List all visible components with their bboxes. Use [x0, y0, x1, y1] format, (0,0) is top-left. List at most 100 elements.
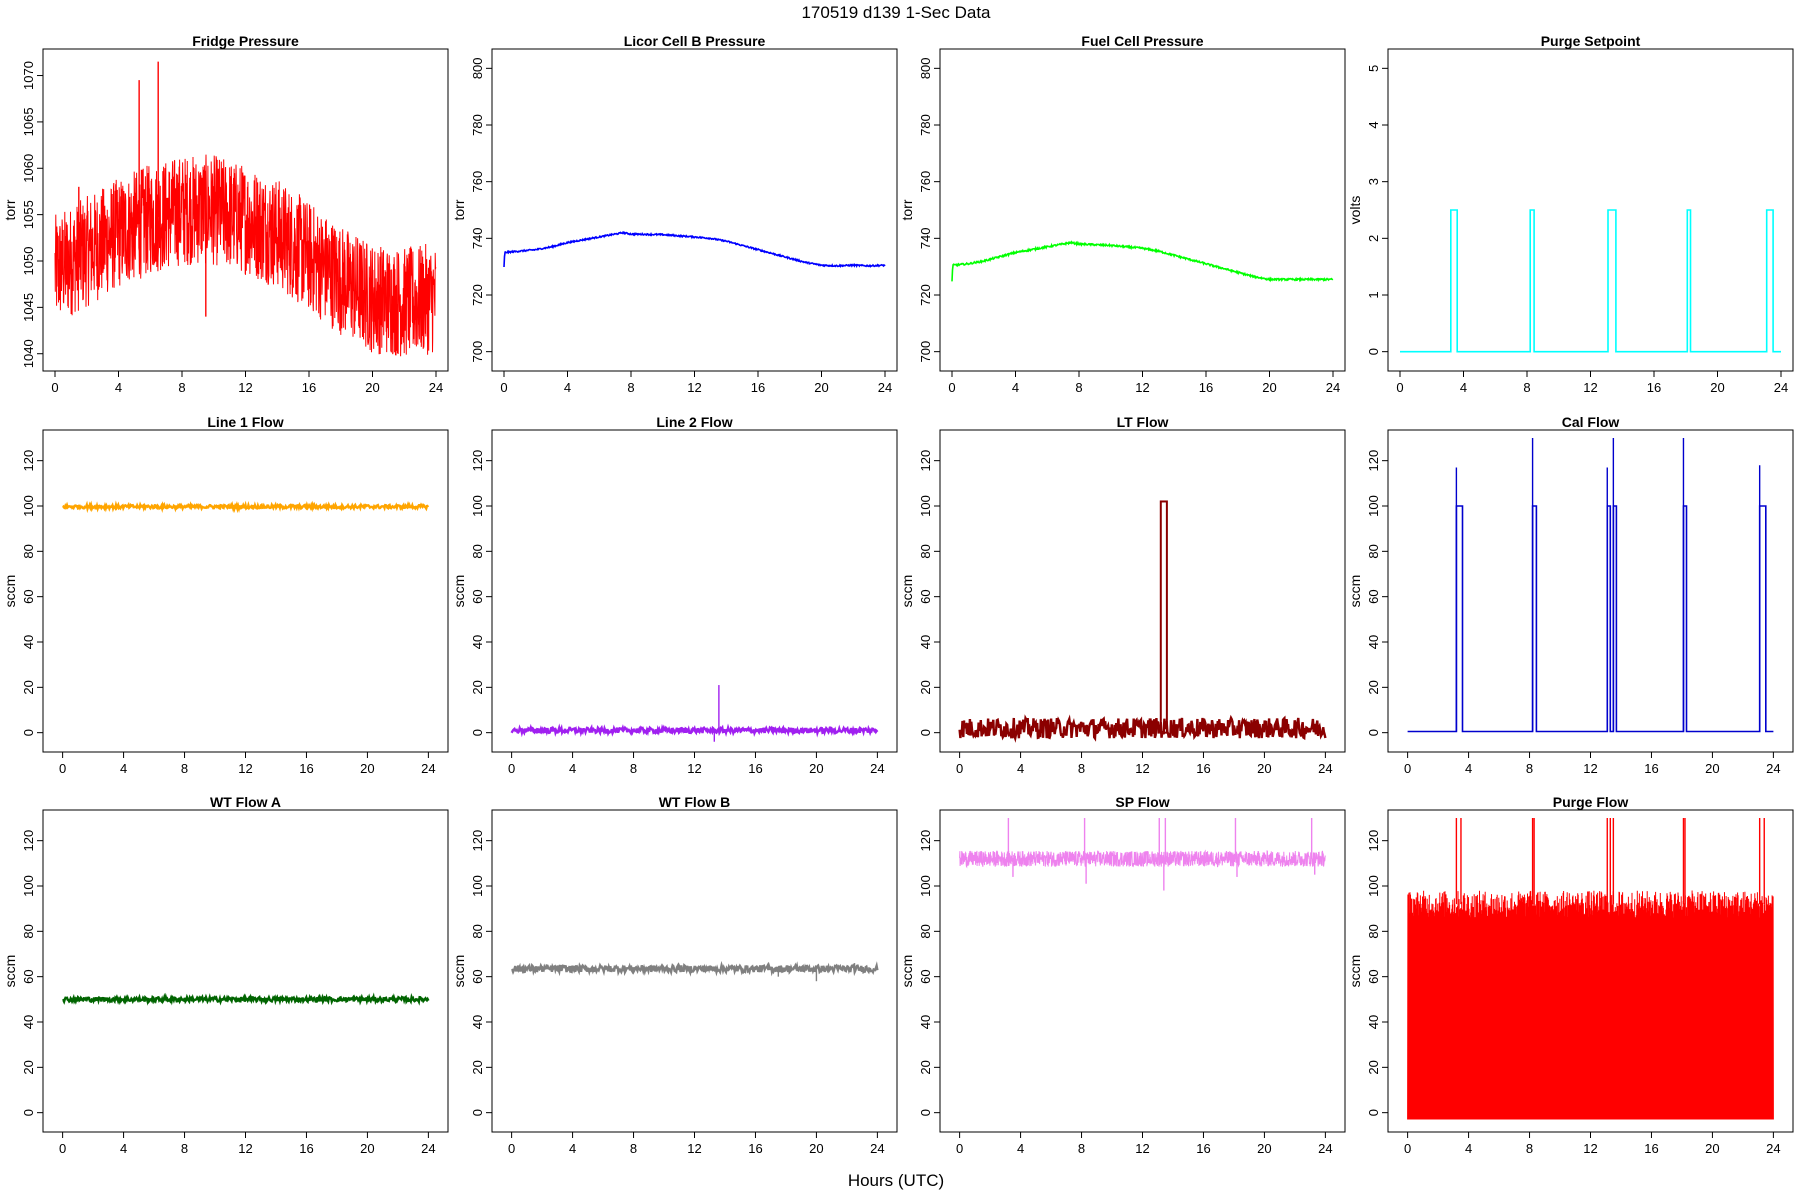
x-tick-label: 16 [1199, 380, 1213, 395]
panel-2: Fuel Cell Pressure torr 700 720 740 760 780 800… [899, 33, 1346, 395]
x-tick-label: 4 [1465, 761, 1472, 776]
x-tick-label: 12 [687, 380, 701, 395]
series-trace [510, 723, 879, 738]
y-tick-label: 100 [21, 875, 36, 897]
series-pulses [1400, 209, 1781, 353]
y-tick-label: 60 [21, 589, 36, 603]
y-tick-label: 120 [21, 450, 36, 472]
panel-frame [939, 429, 1346, 753]
x-tick-label: 16 [1196, 761, 1210, 776]
x-tick-label: 12 [238, 761, 252, 776]
y-tick-label: 80 [21, 924, 36, 938]
panel-title: WT Flow B [659, 794, 731, 810]
y-tick-label: 0 [1366, 1109, 1381, 1116]
series-group [959, 818, 1326, 891]
panel-title: Line 2 Flow [656, 414, 732, 430]
y-tick-label: 60 [470, 969, 485, 983]
y-tick-label: 1065 [21, 107, 36, 136]
y-tick-label: 120 [1366, 450, 1381, 472]
y-tick-label: 740 [918, 227, 933, 249]
y-tick-label: 740 [470, 227, 485, 249]
y-tick-label: 780 [470, 114, 485, 136]
x-tick-label: 24 [1318, 1141, 1332, 1156]
x-tick-label: 4 [1465, 1141, 1472, 1156]
panel-4: Line 1 Flow sccm 0 20 40 60 80 100 120 0 4 8 12 16 20 2… [2, 414, 449, 776]
y-tick-label: 0 [470, 1109, 485, 1116]
y-tick-label: 0 [918, 729, 933, 736]
x-tick-label: 20 [365, 380, 379, 395]
y-tick-label: 20 [21, 680, 36, 694]
x-tick-label: 0 [1404, 1141, 1411, 1156]
y-tick-label: 40 [918, 1015, 933, 1029]
series-line [503, 230, 886, 269]
x-tick-label: 16 [751, 380, 765, 395]
x-tick-label: 0 [1404, 761, 1411, 776]
y-tick-label: 60 [470, 589, 485, 603]
y-tick-label: 0 [918, 1109, 933, 1116]
x-tick-label: 12 [687, 761, 701, 776]
y-tick-label: 1045 [21, 293, 36, 322]
panel-title: Purge Setpoint [1541, 33, 1641, 49]
panel-title: Line 1 Flow [207, 414, 283, 430]
x-tick-label: 4 [569, 761, 576, 776]
series-trace [958, 714, 1327, 743]
y-tick-label: 60 [1366, 969, 1381, 983]
panel-frame [491, 809, 898, 1133]
y-tick-label: 120 [918, 830, 933, 852]
x-tick-label: 0 [59, 761, 66, 776]
y-tick-label: 120 [470, 450, 485, 472]
x-tick-label: 16 [299, 761, 313, 776]
panel-frame [42, 429, 449, 753]
x-tick-label: 12 [1583, 761, 1597, 776]
x-tick-label: 20 [1705, 1141, 1719, 1156]
x-tick-label: 8 [181, 761, 188, 776]
series-line [951, 240, 1334, 283]
y-tick-label: 1 [1366, 291, 1381, 298]
y-tick-label: 60 [21, 969, 36, 983]
x-tick-label: 8 [1075, 380, 1082, 395]
panel-frame [1387, 429, 1794, 753]
y-tick-label: 20 [470, 680, 485, 694]
x-tick-label: 20 [360, 1141, 374, 1156]
x-tick-label: 8 [1526, 761, 1533, 776]
x-tick-label: 24 [870, 1141, 884, 1156]
y-tick-label: 0 [21, 1109, 36, 1116]
panel-ylabel: torr [451, 199, 467, 220]
panels: Fridge Pressuretorr104010451050105510601… [2, 33, 1794, 1156]
y-tick-label: 40 [470, 1015, 485, 1029]
series-trace [959, 849, 1326, 869]
x-tick-label: 12 [238, 1141, 252, 1156]
series-trace [62, 500, 430, 514]
x-tick-label: 20 [809, 761, 823, 776]
x-tick-label: 12 [1135, 761, 1149, 776]
y-tick-label: 40 [1366, 1015, 1381, 1029]
x-tick-label: 24 [878, 380, 892, 395]
panel-title: Cal Flow [1562, 414, 1620, 430]
y-tick-label: 100 [918, 495, 933, 517]
panel-8: WT Flow A sccm 0 20 40 60 80 100 120 0 4 8 12 16 20 24 [2, 794, 449, 1156]
x-tick-label: 24 [421, 761, 435, 776]
y-tick-label: 100 [21, 495, 36, 517]
y-tick-label: 20 [1366, 680, 1381, 694]
x-tick-label: 12 [1583, 380, 1597, 395]
series-group [510, 685, 879, 742]
y-tick-label: 760 [918, 171, 933, 193]
x-tick-label: 0 [500, 380, 507, 395]
x-tick-label: 0 [51, 380, 58, 395]
y-tick-label: 80 [470, 924, 485, 938]
y-tick-label: 60 [918, 589, 933, 603]
y-tick-label: 700 [918, 341, 933, 363]
y-tick-label: 80 [918, 924, 933, 938]
x-tick-label: 0 [1396, 380, 1403, 395]
series-trace [511, 960, 879, 977]
panel-5: Line 2 Flow sccm 0 20 40 60 80 100 120 0 4 8 12 16 20 2… [451, 414, 898, 776]
x-tick-label: 4 [1460, 380, 1467, 395]
panel-ylabel: sccm [451, 575, 467, 608]
x-tick-label: 4 [1017, 761, 1024, 776]
y-tick-label: 1050 [21, 247, 36, 276]
figure-title: 170519 d139 1-Sec Data [801, 3, 991, 22]
x-tick-label: 12 [687, 1141, 701, 1156]
y-tick-label: 80 [470, 544, 485, 558]
x-tick-label: 4 [1017, 1141, 1024, 1156]
y-tick-label: 0 [21, 729, 36, 736]
